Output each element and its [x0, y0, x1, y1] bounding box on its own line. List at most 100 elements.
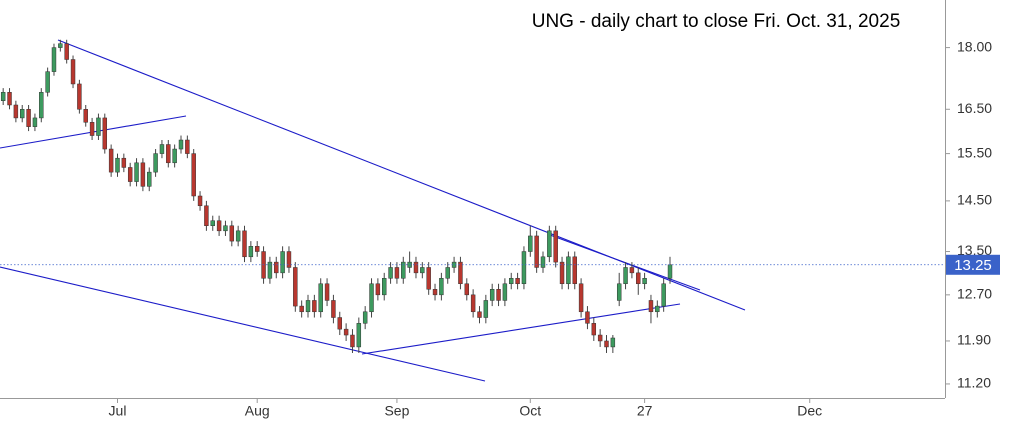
- y-tick-label: 13.50: [957, 242, 992, 258]
- candle-body: [375, 283, 381, 296]
- candle-body: [191, 153, 196, 197]
- candle-body: [394, 267, 400, 279]
- candle-body: [64, 43, 69, 60]
- candle-body: [616, 283, 622, 301]
- candle-body: [636, 272, 641, 285]
- candle-body: [178, 139, 184, 150]
- candle-body: [343, 328, 349, 336]
- candle-body: [89, 122, 95, 136]
- candle-body: [629, 267, 635, 274]
- y-tick-label: 12.70: [957, 286, 992, 302]
- candle-body: [610, 337, 616, 348]
- last-price-box: [946, 254, 1000, 275]
- candle-body: [470, 294, 476, 313]
- candle-body: [464, 283, 470, 296]
- candle-body: [362, 311, 368, 324]
- candle-body: [235, 230, 241, 242]
- candle-body: [331, 300, 336, 318]
- candle-body: [77, 83, 82, 110]
- candle-body: [127, 167, 133, 182]
- candle-body: [13, 104, 19, 119]
- candle-body: [115, 157, 120, 173]
- candle-body: [458, 261, 463, 285]
- candle-body: [356, 323, 362, 348]
- candle-body: [420, 267, 425, 274]
- x-tick-label: 27: [637, 403, 653, 419]
- candle-body: [223, 225, 228, 232]
- candle-body: [623, 267, 628, 285]
- candle-body: [108, 148, 114, 173]
- candle-body: [166, 144, 171, 164]
- candle-body: [96, 117, 101, 136]
- candle-body: [337, 317, 342, 330]
- candle-body: [642, 278, 647, 285]
- candle-body: [413, 261, 419, 274]
- trend-line: [0, 266, 486, 382]
- candle-body: [559, 261, 565, 285]
- candle-body: [578, 283, 584, 313]
- candle-body: [216, 220, 222, 232]
- candle-body: [267, 261, 273, 279]
- candle-body: [502, 283, 508, 301]
- chart-title: UNG - daily chart to close Fri. Oct. 31,…: [532, 11, 901, 32]
- candle-body: [604, 340, 609, 348]
- candle-body: [382, 278, 387, 296]
- x-tick-label: Oct: [519, 403, 541, 419]
- trend-line: [361, 303, 681, 355]
- candle-body: [280, 251, 285, 274]
- candle-body: [401, 261, 406, 279]
- candle-body: [566, 256, 571, 285]
- candle-body: [197, 195, 203, 207]
- candle-body: [121, 157, 127, 168]
- y-tick-label: 14.50: [957, 192, 992, 208]
- candle-body: [39, 92, 44, 119]
- candle-body: [159, 144, 165, 154]
- candle-body: [655, 305, 660, 313]
- candle-body: [248, 246, 254, 258]
- last-price-label: 13.25: [954, 257, 992, 274]
- candle-body: [667, 264, 673, 279]
- candle-body: [324, 283, 330, 301]
- candle-body: [597, 334, 603, 342]
- candle-body: [172, 148, 177, 164]
- candle-body: [477, 311, 482, 318]
- candles: [0, 39, 673, 353]
- candle-body: [553, 230, 558, 263]
- candle-body: [26, 109, 31, 127]
- candle-body: [32, 117, 38, 127]
- candle-body: [242, 230, 247, 258]
- candle-body: [153, 153, 158, 173]
- candle-body: [509, 278, 514, 285]
- candle-body: [299, 305, 304, 313]
- candle-body: [293, 267, 298, 307]
- candle-body: [648, 300, 654, 313]
- candle-body: [661, 283, 666, 307]
- candle-body: [534, 235, 539, 268]
- candle-body: [318, 283, 323, 313]
- candle-body: [350, 334, 355, 348]
- candle-body: [547, 230, 552, 258]
- candle-body: [496, 289, 501, 301]
- candle-body: [439, 278, 444, 296]
- candle-body: [483, 300, 489, 318]
- candle-body: [229, 225, 235, 242]
- candle-body: [70, 59, 76, 85]
- candle-body: [0, 92, 6, 101]
- candle-body: [147, 171, 152, 187]
- candle-body: [7, 92, 12, 106]
- candle-body: [572, 256, 577, 285]
- candle-body: [20, 109, 25, 119]
- candle-body: [369, 283, 374, 313]
- candle-body: [432, 289, 438, 296]
- candle-body: [528, 235, 533, 252]
- y-tick-label: 11.90: [957, 332, 991, 348]
- candle-body: [445, 267, 450, 279]
- candle-body: [102, 117, 108, 150]
- x-tick-label: Sep: [384, 403, 409, 419]
- candle-body: [312, 300, 317, 313]
- candle-body: [134, 162, 139, 182]
- x-tick-label: Aug: [245, 403, 270, 419]
- candle-body: [426, 267, 431, 290]
